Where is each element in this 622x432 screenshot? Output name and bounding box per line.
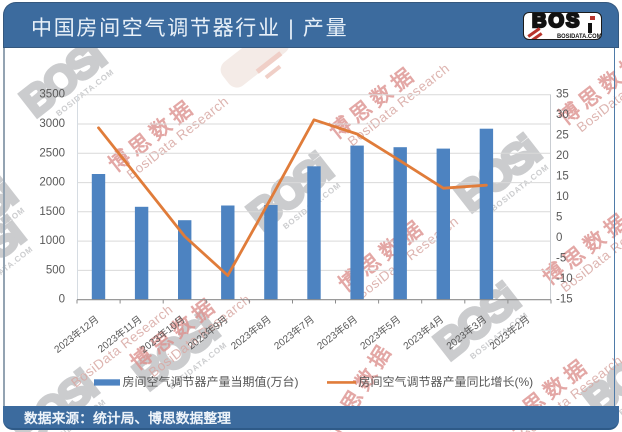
svg-text:2500: 2500 xyxy=(39,147,65,159)
svg-text:500: 500 xyxy=(46,264,65,276)
svg-text:2000: 2000 xyxy=(39,177,65,189)
svg-text:0: 0 xyxy=(556,232,562,244)
svg-text:-10: -10 xyxy=(556,273,573,285)
svg-text:35: 35 xyxy=(556,89,569,101)
svg-text:5: 5 xyxy=(556,212,562,224)
svg-text:-15: -15 xyxy=(556,294,573,306)
svg-text:2023年4月: 2023年4月 xyxy=(401,313,446,352)
svg-text:2023年7月: 2023年7月 xyxy=(272,313,317,352)
svg-text:2023年6月: 2023年6月 xyxy=(315,313,360,352)
svg-text:30: 30 xyxy=(556,109,569,121)
svg-text:2023年2月: 2023年2月 xyxy=(487,313,532,352)
svg-text:2023年9月: 2023年9月 xyxy=(186,313,231,352)
svg-text:25: 25 xyxy=(556,130,569,142)
svg-text:1500: 1500 xyxy=(39,206,65,218)
svg-text:2023年12月: 2023年12月 xyxy=(52,313,101,355)
svg-text:2023年11月: 2023年11月 xyxy=(96,313,145,355)
svg-text:20: 20 xyxy=(556,150,569,162)
svg-text:2023年8月: 2023年8月 xyxy=(229,313,274,352)
svg-text:2023年5月: 2023年5月 xyxy=(358,313,403,352)
svg-text:房间空气调节器产量当期值(万台): 房间空气调节器产量当期值(万台) xyxy=(123,375,299,389)
svg-text:3500: 3500 xyxy=(39,89,65,101)
svg-text:2023年10月: 2023年10月 xyxy=(138,313,187,355)
svg-text:3000: 3000 xyxy=(39,118,65,130)
svg-text:10: 10 xyxy=(556,191,569,203)
svg-text:15: 15 xyxy=(556,171,569,183)
svg-text:-5: -5 xyxy=(556,253,566,265)
svg-text:0: 0 xyxy=(59,294,65,306)
svg-text:1000: 1000 xyxy=(39,235,65,247)
svg-text:2023年3月: 2023年3月 xyxy=(444,313,489,352)
svg-text:房间空气调节器产量同比增长(%): 房间空气调节器产量同比增长(%) xyxy=(359,375,534,389)
